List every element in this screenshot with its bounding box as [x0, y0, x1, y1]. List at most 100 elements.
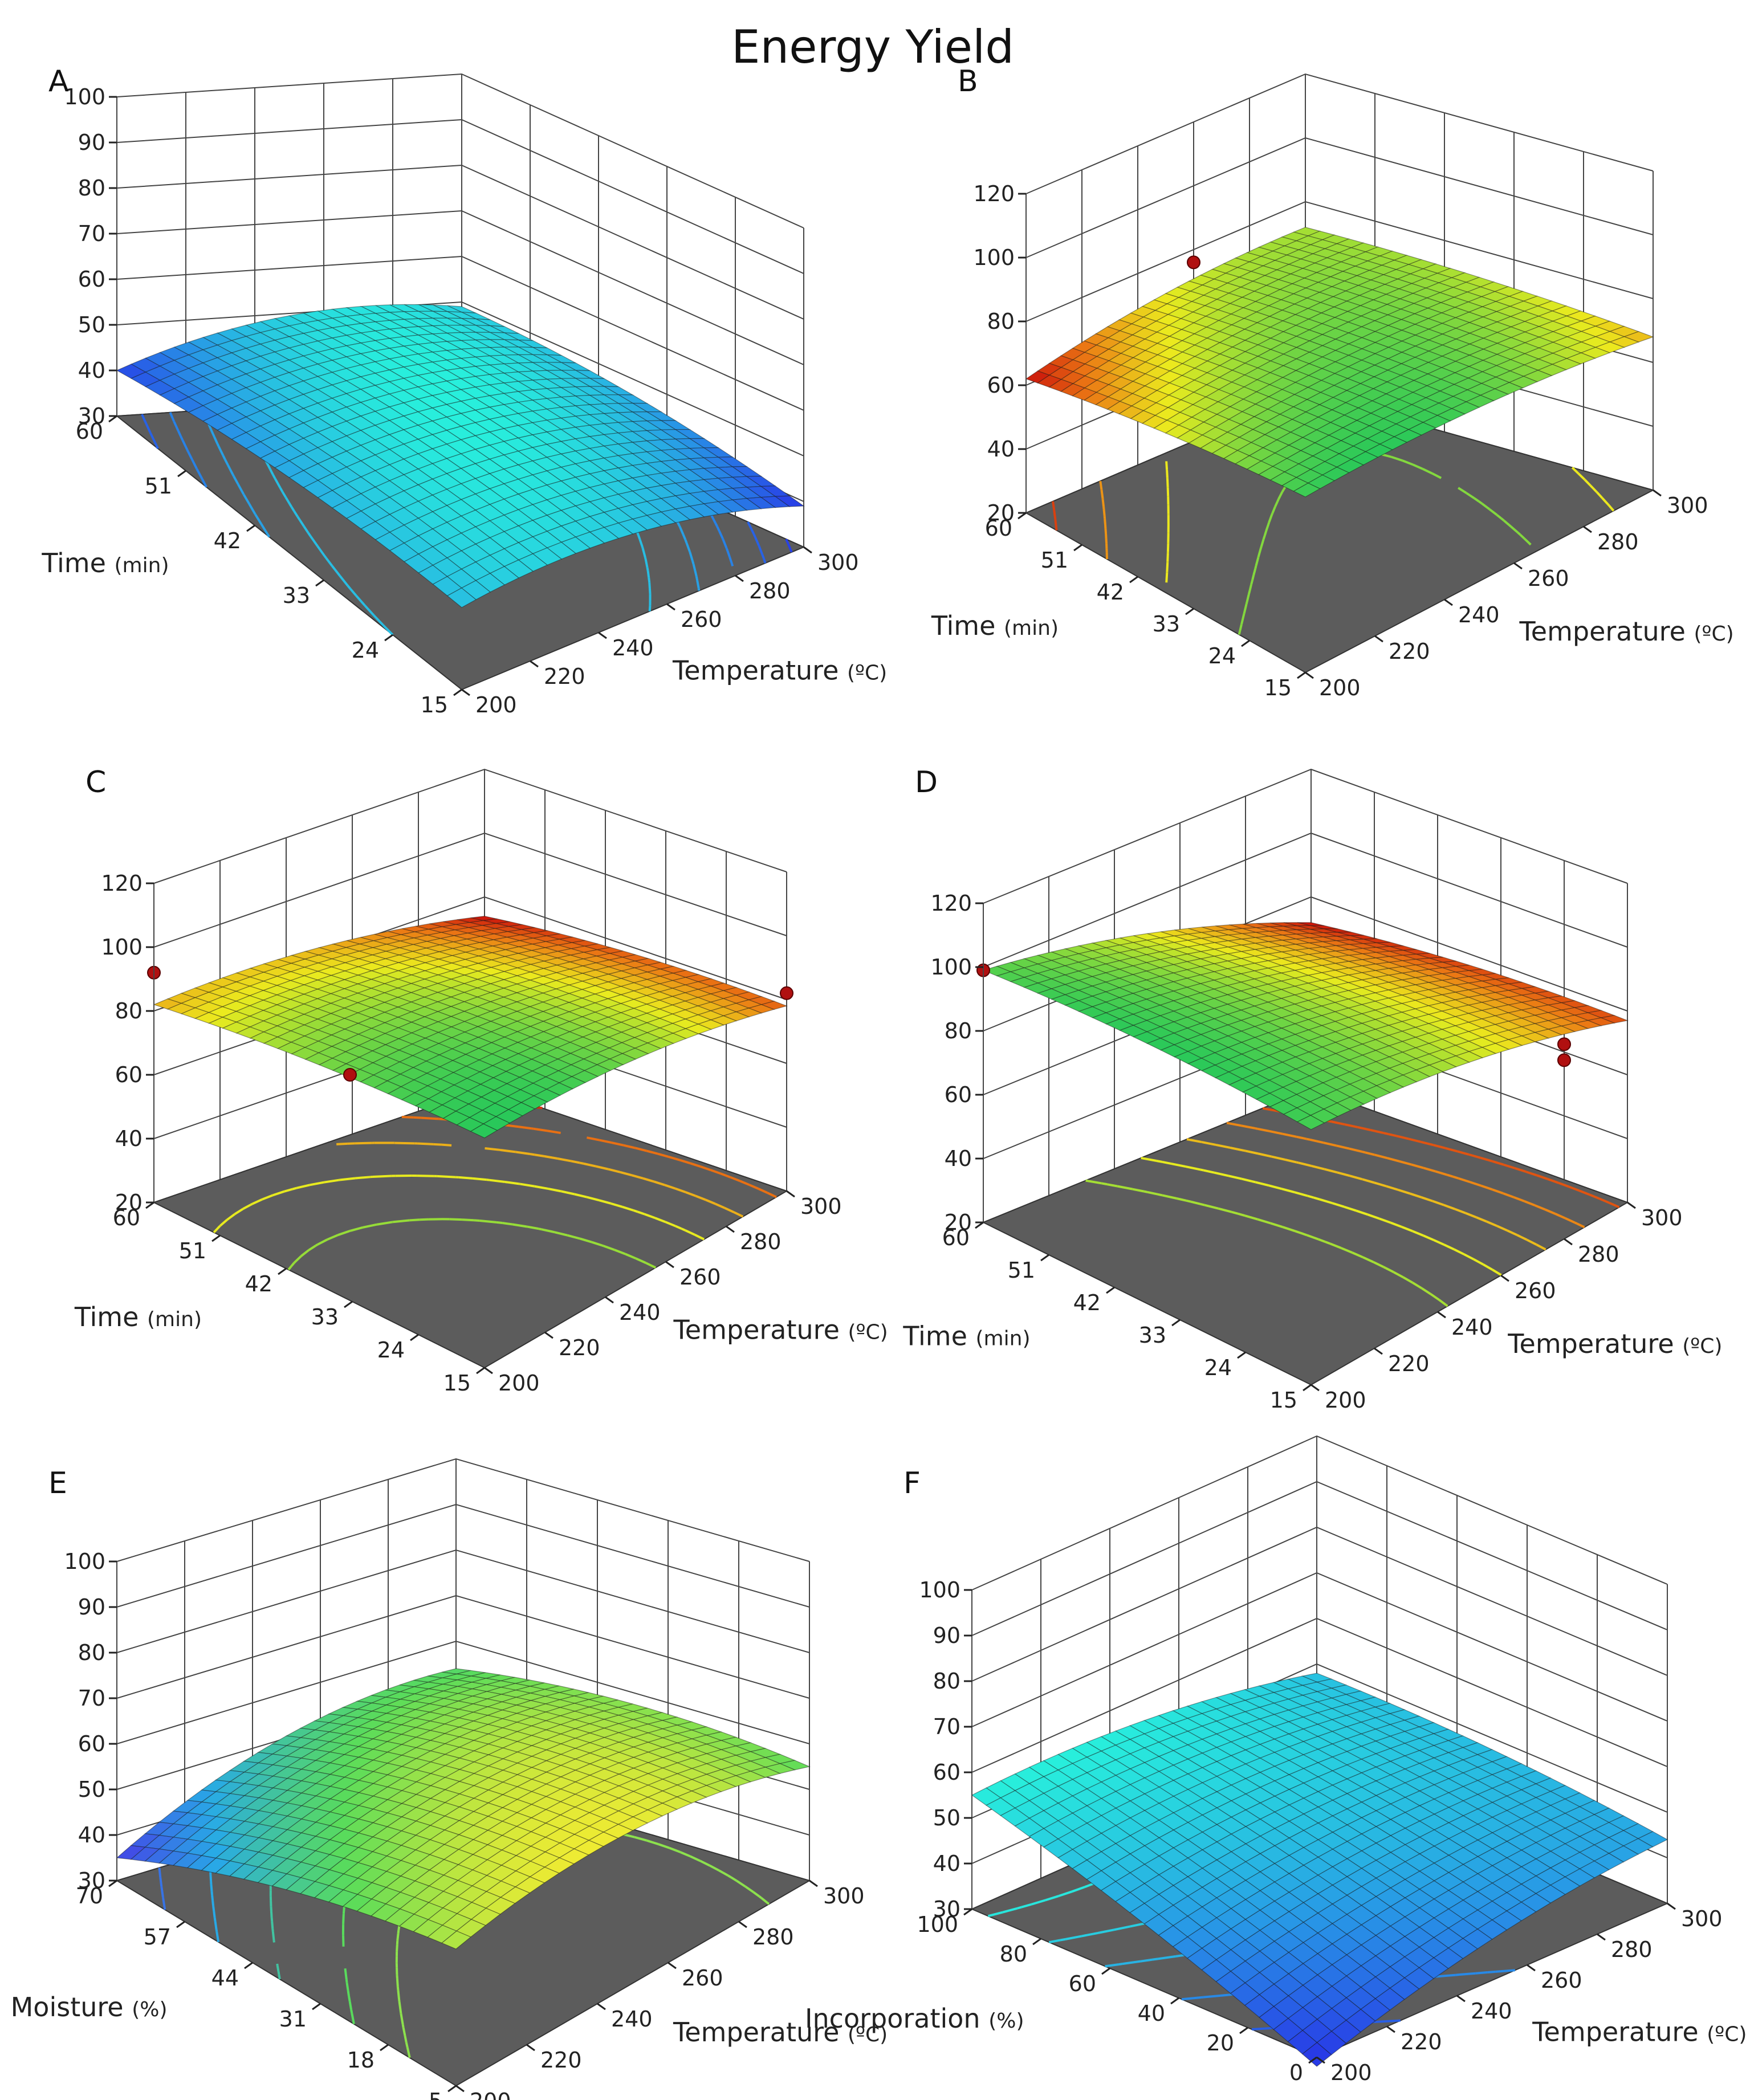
y-tick-mark: [410, 1334, 419, 1341]
y-tick-label: 42: [214, 528, 241, 553]
surface-cell: [731, 498, 762, 511]
y-tick-label: 24: [352, 638, 379, 663]
surface-cell: [774, 495, 805, 507]
contour-line: [191, 459, 198, 470]
contour-line: [281, 491, 287, 498]
y-tick-label: 33: [311, 1304, 339, 1330]
y-tick-mark: [1171, 1319, 1181, 1327]
contour-line: [376, 1221, 393, 1226]
contour-line: [1165, 572, 1169, 582]
contour-line: [458, 1176, 473, 1180]
panel-f: 30405060708090100200220240260280300Tempe…: [805, 1435, 1746, 2085]
contour-line: [1306, 1137, 1310, 1141]
contour-line: [1481, 503, 1491, 511]
surface-cell: [1262, 439, 1290, 454]
contour-line: [1243, 604, 1248, 614]
surface-cell: [1440, 307, 1470, 319]
z-tick-label: 60: [78, 1731, 105, 1756]
surface-cell: [507, 929, 534, 936]
contour-line: [1412, 463, 1423, 470]
contour-line: [644, 557, 647, 560]
contour-line: [142, 416, 148, 425]
contour-line: [327, 1234, 339, 1241]
x-tick-mark: [1374, 635, 1383, 643]
contour-line: [214, 1921, 218, 1930]
y-tick-label: 5: [429, 2089, 442, 2100]
contour-line: [1571, 467, 1580, 475]
surface-cell: [1344, 407, 1372, 421]
surface-cell: [503, 450, 534, 466]
contour-line: [396, 1979, 399, 1987]
contour-line: [284, 496, 293, 508]
y-tick-label: 24: [377, 1338, 405, 1363]
surface-cell: [659, 965, 687, 974]
x-tick-label: 260: [1528, 566, 1569, 591]
surface-cell: [389, 458, 419, 475]
response-surface: [116, 304, 805, 608]
contour-line: [533, 1127, 548, 1132]
contour-line: [348, 2001, 353, 2010]
contour-line: [664, 1184, 676, 1190]
surface-cell: [1215, 419, 1242, 433]
surface-cell: [503, 413, 534, 426]
contour-line: [596, 1165, 609, 1171]
surface-cell: [603, 433, 634, 445]
z-tick-label: 40: [945, 1146, 972, 1171]
z-tick-label: 70: [78, 1686, 105, 1711]
x-tick-mark: [668, 1962, 677, 1969]
x-axis-label: Temperature (ºC): [1507, 1328, 1722, 1359]
surface-cell: [1292, 399, 1321, 413]
surface-cell: [317, 456, 348, 474]
x-tick-mark: [530, 660, 539, 668]
surface-cell: [461, 544, 491, 562]
surface-cell: [1083, 392, 1109, 405]
surface-cell: [517, 474, 548, 490]
surface-cell: [1166, 297, 1193, 308]
surface-cell: [559, 936, 585, 943]
contour-line: [347, 1995, 351, 2002]
contour-line: [224, 459, 229, 466]
surface-cell: [460, 376, 491, 388]
y-tick-mark: [1170, 1997, 1179, 2005]
surface-cell: [1509, 311, 1540, 322]
contour-line: [761, 553, 765, 559]
contour-line: [279, 487, 284, 493]
contour-line: [540, 1228, 555, 1234]
contour-line: [710, 1169, 721, 1175]
contour-line: [347, 1142, 355, 1145]
surface-cell: [631, 440, 662, 452]
surface-cell: [331, 435, 362, 452]
contour-line: [767, 1192, 776, 1198]
z-tick-label: 100: [64, 1549, 105, 1574]
panel-e: 30405060708090100200220240260280300Tempe…: [11, 1458, 888, 2100]
surface-cell: [603, 480, 634, 495]
y-tick-label: 24: [1204, 1355, 1232, 1380]
panel-letter: C: [86, 765, 106, 800]
surface-cell: [660, 438, 691, 450]
y-tick-label: 33: [1139, 1323, 1166, 1348]
x-tick-label: 300: [823, 1883, 865, 1909]
contour-line: [1246, 594, 1250, 602]
surface-cell: [1269, 471, 1297, 486]
y-tick-mark: [384, 634, 393, 642]
contour-line: [1383, 1266, 1386, 1269]
surface-cell: [660, 420, 691, 430]
contour-line: [310, 1181, 324, 1186]
contour-line: [271, 1928, 274, 1932]
x-tick-label: 220: [1389, 639, 1430, 664]
contour-line: [397, 1930, 400, 1934]
surface-cell: [1538, 341, 1568, 354]
y-tick-label: 44: [211, 1966, 239, 1991]
contour-line: [1257, 547, 1262, 557]
surface-cell: [1594, 331, 1626, 342]
surface-cell: [660, 495, 691, 509]
surface-cell: [589, 378, 619, 388]
contour-line: [1375, 2019, 1397, 2023]
y-tick-label: 15: [443, 1371, 471, 1396]
contour-line: [684, 539, 688, 544]
contour-line: [1238, 624, 1243, 635]
surface-cell: [482, 923, 509, 929]
surface-cell: [1289, 268, 1318, 279]
x-tick-label: 200: [1330, 2060, 1372, 2085]
